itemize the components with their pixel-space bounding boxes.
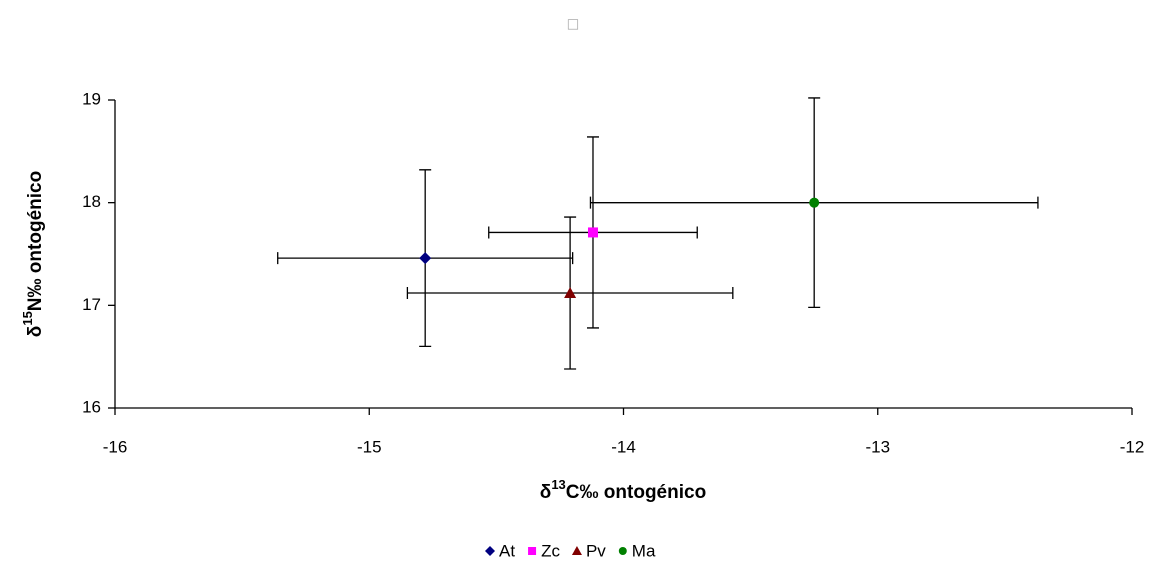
legend-marker [528, 547, 537, 555]
x-tick-label: -12 [1120, 437, 1145, 456]
point [587, 227, 598, 238]
x-tick-label: -15 [357, 437, 382, 456]
legend-marker [485, 546, 495, 556]
x-tick-label: -13 [865, 437, 890, 456]
y-label-sup: 15 [20, 311, 35, 325]
x-tick-label: -14 [611, 437, 636, 456]
y-label-text: N‰ ontogénico [25, 171, 46, 311]
x-tick-label: -16 [103, 437, 128, 456]
x-label-symbol: δ [540, 482, 552, 503]
x-label-text: C‰ ontogénico [566, 482, 706, 503]
y-tick-label: 19 [82, 89, 101, 108]
chart-title: □ [568, 14, 578, 33]
y-tick-label: 17 [82, 295, 101, 314]
x-axis-label: δ13C‰ ontogénico [540, 477, 706, 503]
y-tick-label: 18 [82, 192, 101, 211]
legend-marker [571, 546, 582, 555]
point [419, 252, 432, 265]
legend-label: At [499, 541, 515, 560]
legend-label: Ma [632, 541, 656, 560]
y-label-symbol: δ [25, 326, 46, 338]
y-tick-label: 16 [82, 397, 101, 416]
x-label-sup: 13 [551, 477, 565, 492]
y-axis-label: δ15N‰ ontogénico [20, 171, 46, 337]
legend-label: Pv [586, 541, 606, 560]
legend-marker [618, 547, 627, 555]
point [809, 197, 820, 208]
legend-label: Zc [541, 541, 560, 560]
point [564, 287, 577, 299]
